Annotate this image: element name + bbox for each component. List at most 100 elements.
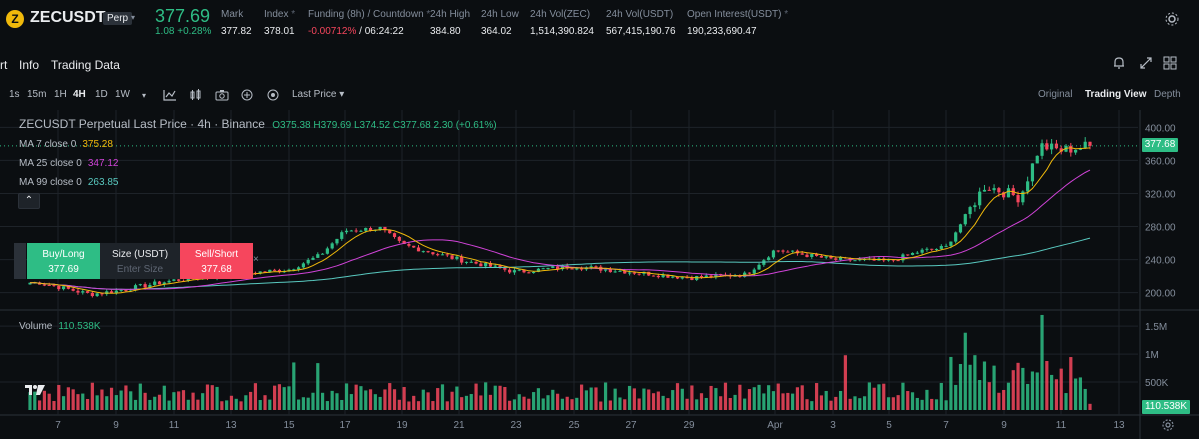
candle-body (508, 269, 512, 273)
volume-bar (829, 400, 833, 410)
stat-value: 378.01 (264, 26, 295, 37)
volume-bar (527, 398, 531, 410)
view-original[interactable]: Original (1038, 89, 1073, 100)
volume-bar (795, 387, 800, 410)
date-axis-label: Apr (767, 420, 783, 431)
candle-body (296, 267, 301, 270)
candle-body (402, 240, 406, 245)
volume-bar (508, 400, 512, 410)
interval-4h[interactable]: 4H (73, 89, 86, 100)
volume-bar (28, 392, 32, 410)
volume-bar (1050, 374, 1054, 410)
info-icon[interactable]: * (291, 9, 296, 20)
volume-bar (1021, 367, 1025, 410)
candle-body (378, 226, 382, 230)
symbol-dropdown-icon[interactable]: ▾ (131, 13, 136, 22)
info-icon[interactable]: * (426, 9, 431, 20)
candle-body (66, 286, 70, 289)
candle-body (517, 269, 521, 271)
interval-1s[interactable]: 1s (9, 89, 20, 100)
collapse-legend-button[interactable]: ⌃ (18, 193, 40, 209)
candle-body (752, 269, 756, 274)
volume-bar (220, 401, 224, 410)
size-input[interactable]: Enter Size (116, 264, 164, 275)
volume-bar (42, 390, 46, 410)
volume-bar (61, 396, 66, 410)
volume-bar (421, 389, 425, 410)
volume-bar (124, 385, 128, 410)
volume-bar (249, 391, 253, 410)
interval-15m[interactable]: 15m (27, 89, 47, 100)
volume-bar (215, 386, 219, 410)
volume-bar (599, 401, 603, 410)
price-axis-label: 280.00 (1145, 223, 1176, 234)
view-depth[interactable]: Depth (1154, 89, 1181, 100)
date-axis-label: 13 (225, 420, 237, 431)
volume-bar (925, 389, 929, 410)
price-axis-label: 400.00 (1145, 123, 1176, 134)
interval-dropdown-icon[interactable]: ▾ (142, 91, 147, 100)
volume-bar (791, 393, 795, 410)
interval-1d[interactable]: 1D (95, 89, 108, 100)
tab-info[interactable]: Info (19, 58, 40, 72)
volume-bar (546, 395, 550, 410)
candle-body (133, 285, 138, 291)
volume-bar (1026, 383, 1030, 410)
volume-bar (445, 401, 449, 410)
candle-body (1021, 191, 1025, 203)
last-price-tag: 377.68 (1142, 138, 1178, 152)
candle-body (934, 248, 939, 250)
candle-body (455, 256, 459, 259)
price-type-select[interactable]: Last Price ▾ (292, 89, 345, 100)
volume-bar (886, 397, 891, 410)
candle-body (853, 260, 857, 262)
volume-bar (661, 395, 665, 410)
candle-body (618, 270, 622, 272)
candle-body (1074, 149, 1078, 153)
candle-body (944, 245, 948, 247)
settings-icon[interactable] (1165, 12, 1181, 28)
interval-1h[interactable]: 1H (54, 89, 67, 100)
candle-body (258, 271, 262, 274)
candle-body (474, 261, 478, 264)
volume-bar (1069, 357, 1073, 410)
volume-bar (637, 398, 641, 410)
interval-1w[interactable]: 1W (115, 89, 130, 100)
order-panel-drag-handle[interactable] (14, 243, 26, 279)
candle-body (579, 268, 584, 270)
candle-body (301, 263, 305, 268)
ma99-line (29, 237, 1091, 290)
candle-body (493, 265, 497, 267)
tab-chart[interactable]: rt (0, 58, 8, 72)
candle-body (1045, 143, 1049, 150)
volume-bar (882, 383, 886, 410)
candle-body (949, 241, 953, 246)
volume-bar (325, 401, 329, 410)
volume-bar (1002, 389, 1006, 410)
view-trading-view[interactable]: Trading View (1085, 89, 1147, 100)
sell-short-button[interactable]: Sell/Short 377.68 (180, 243, 253, 279)
volume-bar (292, 362, 296, 410)
volume-bar (810, 401, 814, 410)
close-order-panel-icon[interactable]: × (253, 254, 259, 265)
volume-bar (484, 382, 488, 410)
candle-body (273, 269, 277, 271)
volume-bar (340, 399, 344, 410)
volume-bar (503, 387, 507, 410)
symbol-name[interactable]: ZECUSDT (30, 9, 106, 26)
size-field[interactable]: Size (USDT) Enter Size (100, 243, 180, 279)
candle-body (767, 257, 771, 261)
volume-bar (301, 397, 305, 410)
buy-long-button[interactable]: Buy/Long 377.69 (27, 243, 100, 279)
quick-order-panel: Buy/Long 377.69 Size (USDT) Enter Size S… (27, 243, 263, 279)
price-change: 1.08 +0.28% (155, 26, 212, 37)
candle-body (685, 277, 689, 279)
info-icon[interactable]: * (784, 9, 789, 20)
date-axis-label: 3 (830, 420, 836, 431)
volume-bar (205, 384, 210, 410)
volume-bar (536, 388, 541, 410)
volume-bar (651, 393, 656, 410)
tab-trading-data[interactable]: Trading Data (51, 58, 120, 72)
volume-bar (954, 384, 958, 410)
volume-bar (464, 395, 469, 410)
